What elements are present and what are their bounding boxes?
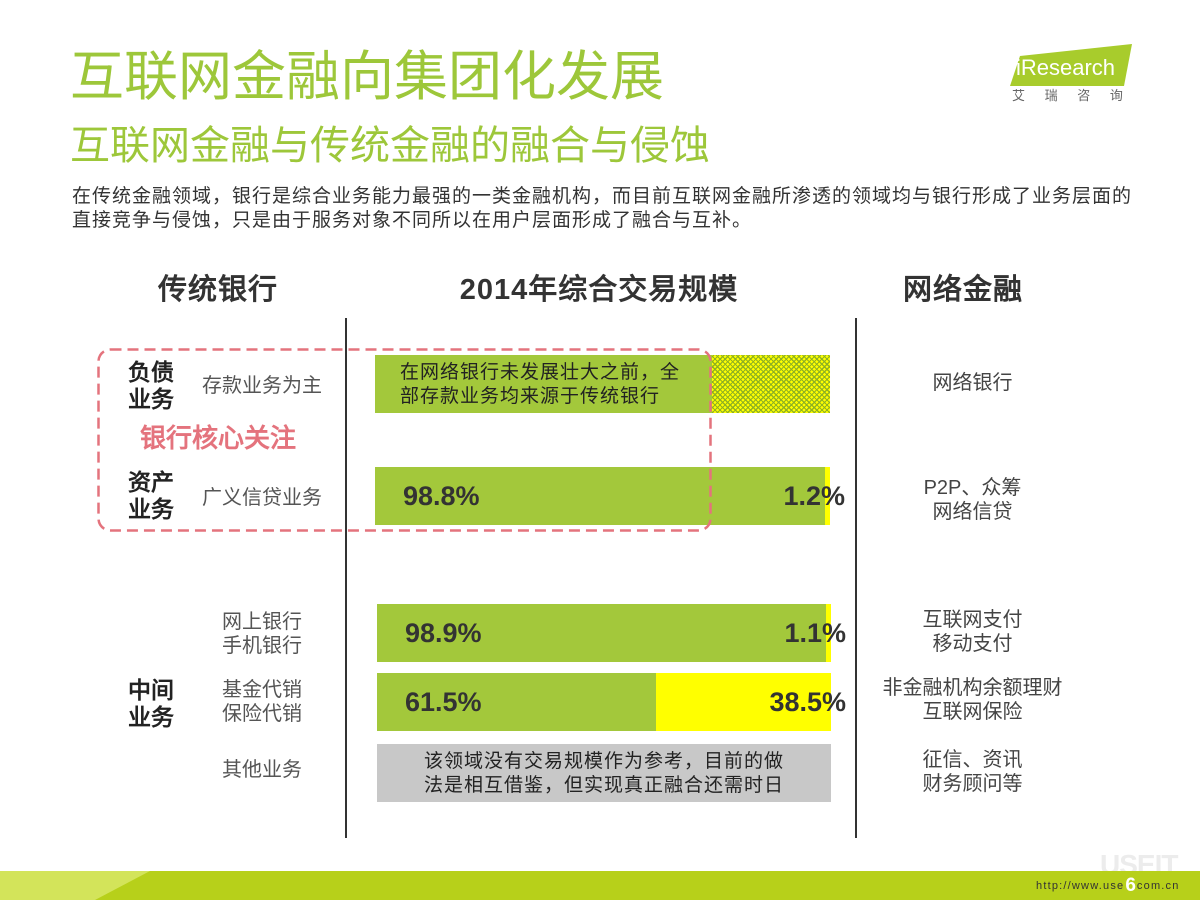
footer-url-suffix: com.cn: [1136, 880, 1180, 892]
group-label-intermediary: 中间 业务: [128, 677, 174, 731]
column-header-transaction-scale: 2014年综合交易规模: [459, 274, 739, 306]
category-other: 其他业务: [222, 758, 302, 782]
category-deposit: 存款业务为主: [202, 374, 322, 398]
bar-credit-traditional-segment: [375, 467, 825, 525]
bar-fund-insurance-sales-traditional-segment: [377, 673, 657, 731]
bar-deposit-internet-segment: [711, 355, 830, 413]
bar-online-mobile-banking-traditional-label: 98.9%: [405, 618, 482, 648]
footer-band-fill: [0, 871, 1200, 900]
bar-online-mobile-banking-segments: [377, 604, 831, 662]
intro-line-1: 在传统金融领域，银行是综合业务能力最强的一类金融机构，而目前互联网金融所渗透的领…: [72, 186, 1133, 207]
bar-fund-insurance-sales-internet-segment: [656, 673, 831, 731]
internet-finance-item-2: P2P、众筹 网络信贷: [865, 476, 1080, 524]
bar-other-note: 该领域没有交易规模作为参考，目前的做 法是相互借鉴，但实现真正融合还需时日: [377, 750, 831, 798]
bar-online-mobile-banking: 98.9% 1.1%: [377, 604, 846, 662]
internet-finance-line: 征信、资讯: [922, 749, 1023, 771]
bar-fund-insurance-sales: 61.5% 38.5%: [377, 673, 846, 731]
slide-subtitle: 互联网金融与传统金融的融合与侵蚀: [70, 124, 710, 168]
bar-credit-internet-segment: [824, 467, 830, 525]
internet-finance-item-4: 非金融机构余额理财 互联网保险: [865, 676, 1080, 724]
bar-online-mobile-banking-internet-label: 1.1%: [784, 618, 846, 648]
bar-deposit-segments: [375, 355, 830, 413]
bar-fund-insurance-sales-segments: [377, 673, 831, 731]
internet-finance-line: 互联网保险: [922, 701, 1023, 723]
column-header-traditional-bank: 传统银行: [157, 274, 278, 306]
page-number: 6: [1125, 875, 1136, 896]
bar-credit-traditional-label: 98.8%: [403, 481, 480, 511]
group-label-assets: 资产 业务: [128, 469, 174, 523]
internet-finance-line: P2P、众筹: [923, 477, 1022, 499]
bar-deposit-traditional-segment: [375, 355, 712, 413]
bank-core-focus-frame: [97, 348, 712, 532]
bar-deposit: 在网络银行未发展壮大之前，全 部存款业务均来源于传统银行: [375, 355, 830, 413]
intro-paragraph: 在传统金融领域，银行是综合业务能力最强的一类金融机构，而目前互联网金融所渗透的领…: [72, 185, 1132, 233]
footer-url: http://www.use 6 com.cn: [1036, 874, 1180, 898]
logo-brand-text: iResearch: [1016, 55, 1116, 80]
slide-title: 互联网金融向集团化发展: [70, 47, 664, 107]
category-line: 网上银行: [222, 611, 302, 633]
column-divider-left: [345, 318, 347, 838]
note-line: 在网络银行未发展壮大之前，全: [400, 362, 681, 383]
group-label-liabilities: 负债 业务: [128, 359, 174, 413]
group-label-line: 中间: [128, 677, 174, 703]
category-line: 基金代销: [222, 679, 302, 701]
bar-online-mobile-banking-internet-segment: [826, 604, 831, 662]
category-line: 存款业务为主: [202, 375, 322, 397]
logo-badge: [1010, 44, 1132, 86]
bar-credit-internet-label: 1.2%: [783, 481, 845, 511]
intro-line-2: 直接竞争与侵蚀，只是由于服务对象不同所以在用户层面形成了融合与互补。: [72, 210, 753, 231]
column-header-internet-finance: 网络金融: [902, 274, 1023, 306]
bank-core-focus-frame-rect: [97, 348, 712, 532]
category-credit: 广义信贷业务: [202, 486, 322, 510]
footer-url-prefix: http://www.use: [1036, 880, 1125, 892]
internet-finance-line: 非金融机构余额理财: [882, 677, 1063, 699]
group-label-line: 资产: [128, 469, 174, 495]
bar-credit: 98.8% 1.2%: [375, 467, 845, 525]
footer-band-accent: [0, 871, 150, 900]
category-line: 广义信贷业务: [202, 487, 322, 509]
group-label-line: 业务: [128, 496, 174, 522]
category-line: 其他业务: [222, 759, 302, 781]
internet-finance-item-1: 网络银行: [865, 371, 1080, 395]
category-online-mobile-banking: 网上银行 手机银行: [222, 610, 302, 658]
internet-finance-item-5: 征信、资讯 财务顾问等: [865, 748, 1080, 796]
bar-other-no-data: 该领域没有交易规模作为参考，目前的做 法是相互借鉴，但实现真正融合还需时日: [377, 744, 831, 802]
iresearch-logo: iResearch 艾 瑞 咨 询: [1006, 40, 1136, 106]
bar-fund-insurance-sales-traditional-label: 61.5%: [405, 687, 482, 717]
bank-core-focus-label: 银行核心关注: [140, 423, 297, 453]
bar-deposit-note: 在网络银行未发展壮大之前，全 部存款业务均来源于传统银行: [400, 361, 680, 409]
column-divider-right: [855, 318, 857, 838]
bar-online-mobile-banking-traditional-segment: [377, 604, 826, 662]
internet-finance-line: 互联网支付: [922, 609, 1023, 631]
footer-band: [0, 871, 1200, 900]
group-label-line: 业务: [128, 386, 174, 412]
group-label-line: 负债: [128, 359, 174, 385]
category-line: 手机银行: [222, 635, 302, 657]
internet-finance-item-3: 互联网支付 移动支付: [865, 608, 1080, 656]
group-label-line: 业务: [128, 704, 174, 730]
bar-credit-segments: [375, 467, 830, 525]
note-line: 法是相互借鉴，但实现真正融合还需时日: [423, 775, 784, 796]
note-line: 部存款业务均来源于传统银行: [400, 386, 661, 407]
logo-chinese-text: 艾 瑞 咨 询: [1012, 88, 1131, 103]
category-line: 保险代销: [222, 703, 302, 725]
category-fund-insurance-sales: 基金代销 保险代销: [222, 678, 302, 726]
internet-finance-line: 财务顾问等: [922, 773, 1023, 795]
logo-badge-shape: [1010, 44, 1132, 86]
internet-finance-line: 网络银行: [932, 372, 1013, 394]
bar-fund-insurance-sales-internet-label: 38.5%: [769, 687, 846, 717]
internet-finance-line: 网络信贷: [932, 501, 1013, 523]
note-line: 该领域没有交易规模作为参考，目前的做: [423, 751, 784, 772]
internet-finance-line: 移动支付: [932, 633, 1013, 655]
